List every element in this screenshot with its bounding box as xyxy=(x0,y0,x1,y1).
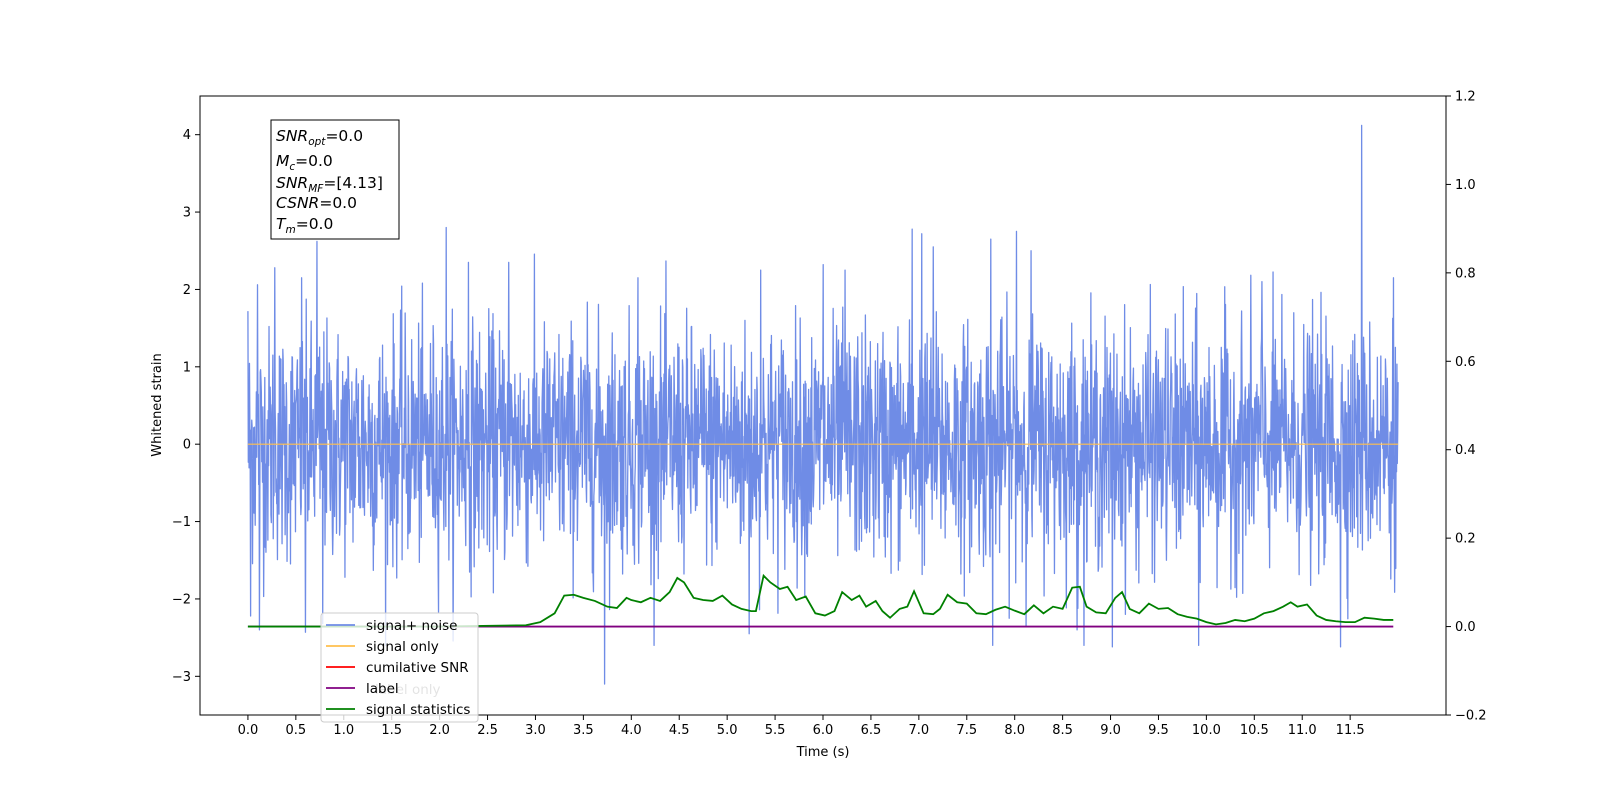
x-axis-ticks: 0.0 0.5 1.0 1.5 2.0 2.5 3.0 3.5 4.0 4.5 5.0 5.5 6.0 6… xyxy=(238,715,1365,738)
y-tick-label-right: 0.0 xyxy=(1455,620,1476,635)
annotation-line: SNRopt=0.0 xyxy=(276,127,363,148)
x-tick-label: 6.5 xyxy=(861,723,882,738)
y-tick-label-left: −3 xyxy=(172,670,191,685)
legend-frame xyxy=(320,612,479,723)
series-line-signal-plus-noise xyxy=(247,124,1399,685)
x-tick-label: 1.0 xyxy=(333,723,354,738)
legend-label: signal only xyxy=(366,639,439,655)
legend-label: signal statistics xyxy=(366,702,470,718)
x-tick-label: 7.0 xyxy=(909,723,930,738)
x-tick-label: 0.5 xyxy=(286,723,307,738)
y-tick-label-left: −2 xyxy=(172,592,191,607)
y-axis-right-ticks: −0.2 0.0 0.2 0.4 0.6 0.8 1.0 1.2 xyxy=(1446,90,1487,724)
x-tick-label: 9.5 xyxy=(1148,723,1169,738)
y-tick-label-right: 1.0 xyxy=(1455,178,1476,193)
y-tick-label-right: 0.6 xyxy=(1455,355,1476,370)
x-tick-label: 3.5 xyxy=(573,723,594,738)
x-tick-label: 11.5 xyxy=(1336,723,1365,738)
legend-label: cumilative SNR xyxy=(366,660,469,676)
x-tick-label: 10.0 xyxy=(1192,723,1221,738)
annotation-line: Tm=0.0 xyxy=(276,215,333,236)
x-tick-label: 5.5 xyxy=(765,723,786,738)
x-axis-label: Time (s) xyxy=(796,745,850,760)
x-tick-label: 6.0 xyxy=(813,723,834,738)
x-tick-label: 4.5 xyxy=(669,723,690,738)
y-tick-label-right: 0.8 xyxy=(1455,266,1476,281)
x-tick-label: 4.0 xyxy=(621,723,642,738)
y-tick-label-left: 1 xyxy=(183,360,191,375)
x-tick-label: 2.5 xyxy=(477,723,498,738)
y-tick-label-left: 3 xyxy=(183,206,191,221)
x-tick-label: 1.5 xyxy=(381,723,402,738)
x-tick-label: 11.0 xyxy=(1288,723,1317,738)
annotation-line: CSNR=0.0 xyxy=(276,194,357,212)
y-axis-label: Whitened strain xyxy=(150,353,165,456)
x-tick-label: 8.0 xyxy=(1004,723,1025,738)
y-tick-label-right: 0.4 xyxy=(1455,443,1476,458)
x-tick-label: 5.0 xyxy=(717,723,738,738)
series-line-signal-statistics xyxy=(247,573,1394,628)
y-tick-label-right: 1.2 xyxy=(1455,90,1476,105)
y-axis-left-ticks: −3 −2 −1 0 1 2 3 4 xyxy=(172,128,200,685)
annotation-frame xyxy=(270,119,400,240)
annotation-line: SNRMF=[4.13] xyxy=(276,174,383,195)
x-tick-label: 10.5 xyxy=(1240,723,1269,738)
x-tick-label: 7.5 xyxy=(956,723,977,738)
x-tick-label: 0.0 xyxy=(238,723,259,738)
legend-label: signal+ noise xyxy=(366,618,457,634)
series-signal-plus-noise xyxy=(247,124,1399,685)
legend-label: label xyxy=(366,681,399,697)
x-tick-label: 8.5 xyxy=(1052,723,1073,738)
x-tick-label: 2.0 xyxy=(429,723,450,738)
y-tick-label-right: −0.2 xyxy=(1455,709,1487,724)
y-tick-label-left: −1 xyxy=(172,515,191,530)
x-tick-label: 3.0 xyxy=(525,723,546,738)
y-tick-label-left: 0 xyxy=(183,438,191,453)
y-tick-label-left: 2 xyxy=(183,283,191,298)
x-tick-label: 9.0 xyxy=(1100,723,1121,738)
annotation-line: Mc=0.0 xyxy=(276,152,333,173)
y-tick-label-left: 4 xyxy=(183,128,191,143)
y-tick-label-right: 0.2 xyxy=(1455,532,1476,547)
